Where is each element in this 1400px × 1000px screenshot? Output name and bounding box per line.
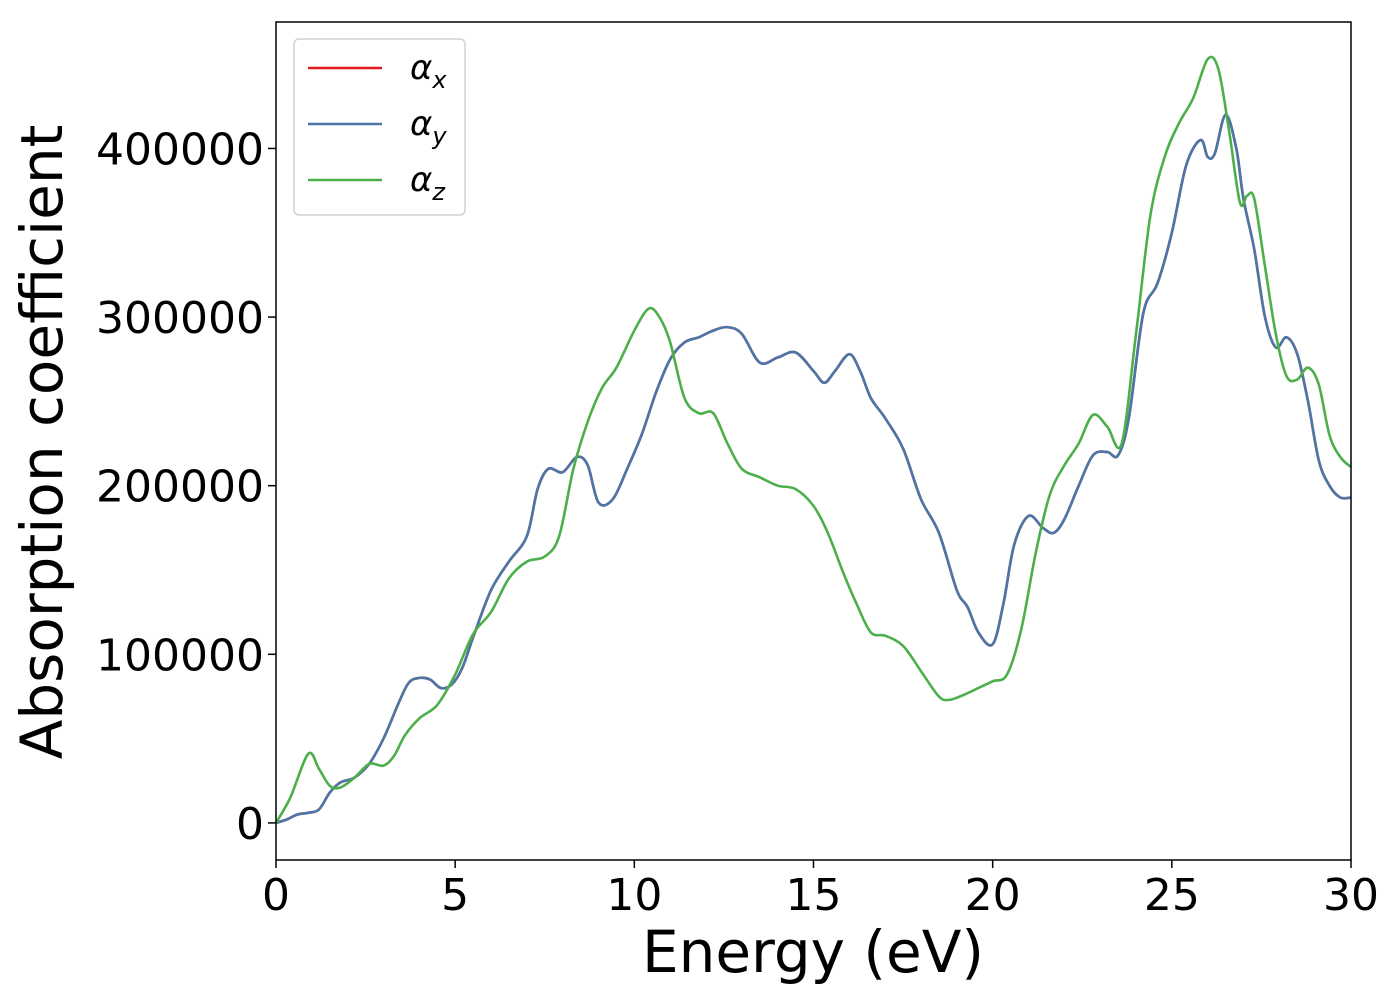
x-tick-label: 20	[965, 870, 1021, 921]
legend-box	[293, 38, 466, 216]
legend-label-y: αy	[410, 104, 447, 150]
legend-label-subscript: z	[431, 178, 446, 206]
y-tick-label: 0	[236, 799, 264, 850]
series-line-y	[275, 113, 1352, 825]
y-tick-label: 400000	[96, 124, 264, 175]
y-axis-label: Absorption coefficient	[8, 125, 76, 760]
legend-label-base: α	[410, 104, 432, 144]
x-tick-label: 5	[441, 870, 469, 921]
x-tick-label: 0	[262, 870, 290, 921]
y-tick-label: 100000	[96, 630, 264, 681]
legend-label-x: αx	[410, 48, 447, 94]
y-axis-ticks: 0 100000 200000 300000 400000	[96, 124, 276, 850]
y-tick-label: 300000	[96, 293, 264, 344]
series-layer	[274, 55, 1352, 825]
x-tick-label: 15	[786, 870, 842, 921]
x-tick-label: 30	[1323, 870, 1379, 921]
legend-label-z: αz	[410, 160, 446, 206]
legend-label-subscript: x	[431, 66, 447, 94]
y-tick-label: 200000	[96, 462, 264, 513]
x-axis-label: Energy (eV)	[642, 918, 984, 986]
x-tick-label: 10	[606, 870, 662, 921]
x-tick-label: 25	[1144, 870, 1200, 921]
legend-label-base: α	[410, 48, 432, 88]
series-line-z	[274, 55, 1352, 824]
legend-label-subscript: y	[431, 122, 447, 150]
x-axis-ticks: 0 5 10 15 20 25 30	[262, 860, 1379, 921]
legend-label-base: α	[410, 160, 432, 200]
